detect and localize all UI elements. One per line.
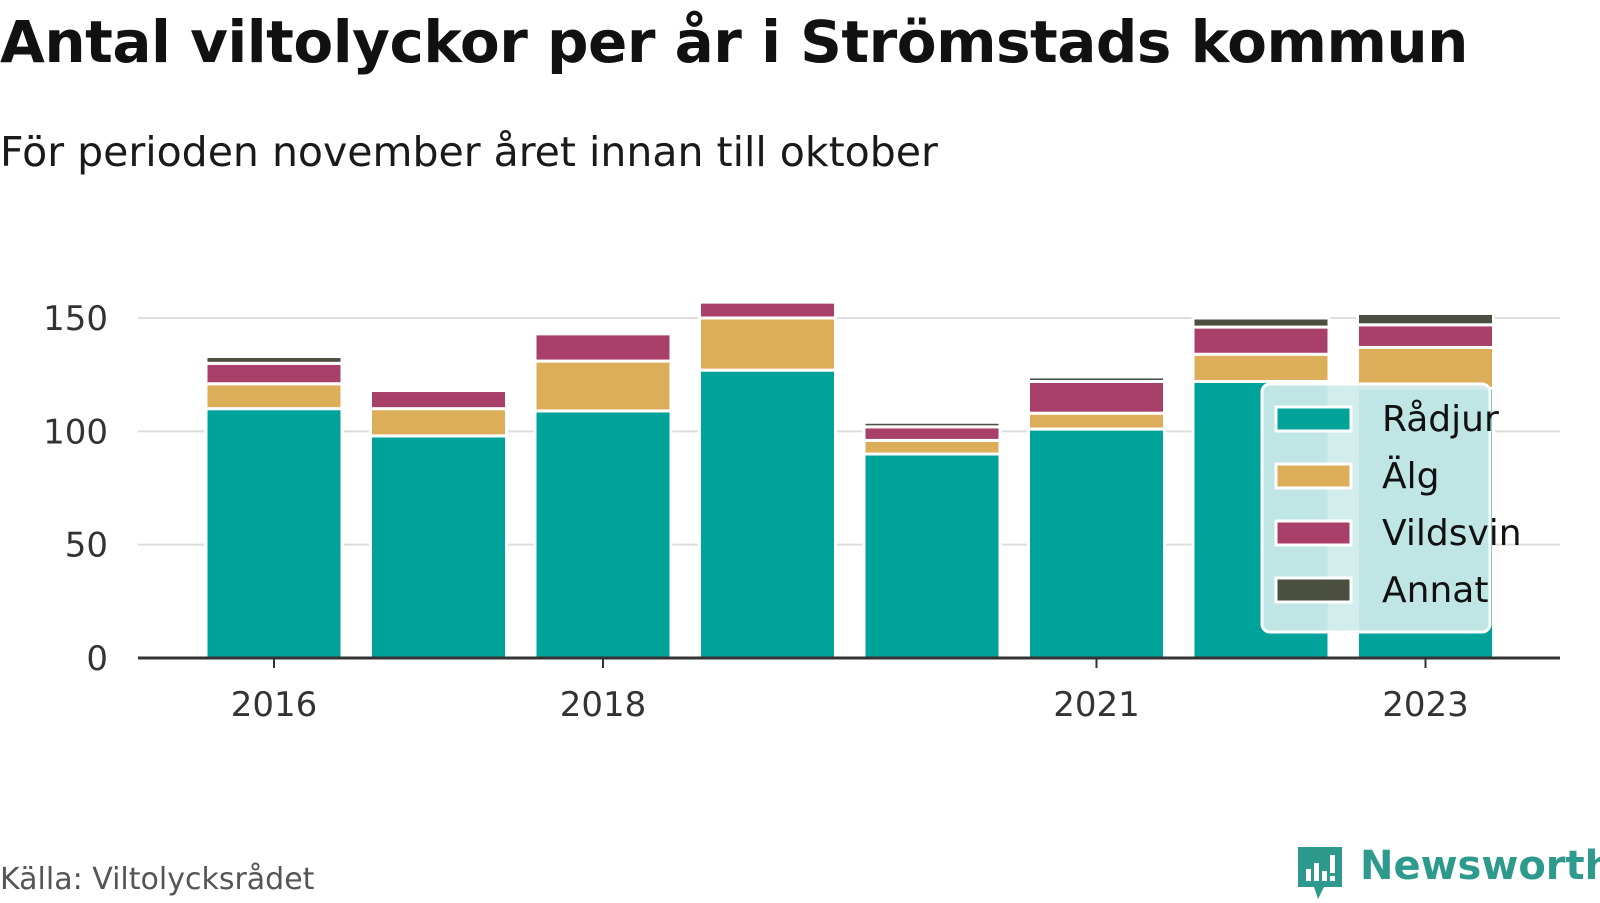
bar-2021-älg — [1027, 411, 1166, 431]
x-tick-label: 2023 — [1382, 685, 1469, 725]
bar-2016-annat — [204, 355, 344, 365]
bar-2016-älg — [204, 382, 344, 411]
bar-2023-annat — [1356, 311, 1495, 327]
bar-2018-älg — [533, 359, 673, 413]
bars — [204, 300, 1495, 660]
chart-title: Antal viltolyckor per år i Strömstads ko… — [0, 8, 1468, 76]
bar-2020-annat — [862, 420, 1002, 429]
legend-swatch-annat — [1274, 576, 1353, 604]
legend: Rådjur Älg Vildsvin Annat — [1260, 382, 1522, 634]
brand-name: Newsworthy — [1360, 843, 1600, 889]
brand-logo: Newsworthy — [1294, 843, 1600, 903]
bar-2016-vildsvin — [204, 361, 344, 386]
legend-label: Älg — [1382, 455, 1439, 497]
legend-label: Annat — [1382, 570, 1488, 611]
bar-2016-rådjur — [204, 407, 344, 660]
y-tick-label: 100 — [43, 412, 108, 452]
legend-swatch-vildsvin — [1274, 519, 1353, 547]
x-tick-label: 2018 — [560, 685, 647, 725]
bar-2021-vildsvin — [1027, 379, 1166, 415]
bar-2021-annat — [1027, 375, 1166, 383]
bar-2022-annat — [1191, 316, 1331, 329]
bar-2019-älg — [698, 316, 837, 372]
y-tick-label: 150 — [43, 299, 108, 339]
bar-2019-vildsvin — [698, 300, 837, 320]
bar-2021-rådjur — [1027, 427, 1166, 660]
bar-2020-rådjur — [862, 452, 1002, 660]
legend-box — [1260, 382, 1492, 634]
bar-2019-rådjur — [698, 368, 837, 660]
legend-label: Rådjur — [1382, 399, 1499, 440]
legend-label: Vildsvin — [1382, 513, 1522, 554]
chart-subtitle: För perioden november året innan till ok… — [0, 128, 938, 176]
bar-2023-älg — [1356, 345, 1495, 390]
bar-2018-rådjur — [533, 409, 673, 660]
bar-2017-vildsvin — [369, 389, 508, 411]
bar-2022-vildsvin — [1191, 325, 1331, 356]
x-tick-label: 2021 — [1053, 685, 1140, 725]
axes: 0 50 100 150 2016 2018 2021 2023 — [43, 299, 1560, 725]
x-tick-label: 2016 — [231, 685, 318, 725]
bar-2023-vildsvin — [1356, 323, 1495, 349]
legend-swatch-älg — [1274, 462, 1353, 490]
legend-swatch-rådjur — [1274, 405, 1353, 433]
bar-2020-vildsvin — [862, 425, 1002, 442]
y-tick-label: 0 — [86, 639, 108, 679]
y-tick-label: 50 — [65, 526, 108, 566]
bar-2017-älg — [369, 407, 508, 438]
newsworthy-logo-icon — [1298, 847, 1342, 899]
bar-2022-älg — [1191, 352, 1331, 383]
bar-2018-vildsvin — [533, 332, 673, 363]
bar-2020-älg — [862, 438, 1002, 456]
bar-2017-rådjur — [369, 434, 508, 660]
source-note: Källa: Viltolycksrådet — [0, 862, 315, 897]
